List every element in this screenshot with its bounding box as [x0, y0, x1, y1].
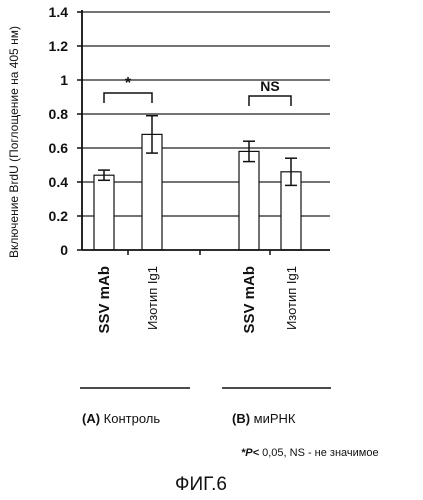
bars — [94, 134, 301, 250]
y-tick-label: 0.8 — [49, 106, 69, 122]
error-bars — [98, 116, 297, 186]
bar — [239, 151, 259, 250]
y-tick-label: 1 — [60, 72, 68, 88]
group-a-name: Контроль — [104, 411, 160, 426]
x-category-label: Изотип Ig1 — [145, 266, 160, 330]
group-b-letter: (B) — [232, 411, 250, 426]
x-category-label: Изотип Ig1 — [284, 266, 299, 330]
y-tick-label: 1.4 — [49, 4, 69, 20]
y-tick-label: 1.2 — [49, 38, 69, 54]
y-tick-label: 0.2 — [49, 208, 69, 224]
significance-label: * — [125, 75, 132, 92]
significance-label: NS — [260, 78, 279, 94]
group-b-label: (B) миРНК — [232, 411, 296, 426]
significance-bracket — [104, 93, 152, 103]
footnote: *P< 0,05, NS - не значимое — [241, 447, 379, 459]
footnote-marker: *P< — [241, 447, 259, 459]
group-b-name: миРНК — [254, 411, 296, 426]
y-axis-label: Включение BrdU (Поглощение на 405 нм) — [7, 26, 21, 258]
x-category-label: SSV mAb — [96, 266, 113, 334]
x-category-labels: SSV mAb Изотип Ig1 SSV mAb Изотип Ig1 — [96, 266, 299, 334]
x-category-label: SSV mAb — [241, 266, 258, 334]
group-a-letter: (A) — [82, 411, 100, 426]
significance-bracket — [249, 96, 291, 106]
y-tick-label: 0 — [60, 242, 68, 258]
group-a-label: (A) Контроль — [82, 411, 160, 426]
figure-label: ФИГ.6 — [175, 474, 227, 496]
y-tick-label: 0.6 — [49, 140, 69, 156]
footnote-text: 0,05, NS - не значимое — [259, 447, 379, 459]
bar — [94, 175, 114, 250]
y-tick-label: 0.4 — [49, 174, 69, 190]
y-tick-labels: 0 0.2 0.4 0.6 0.8 1 1.2 1.4 — [49, 4, 69, 258]
